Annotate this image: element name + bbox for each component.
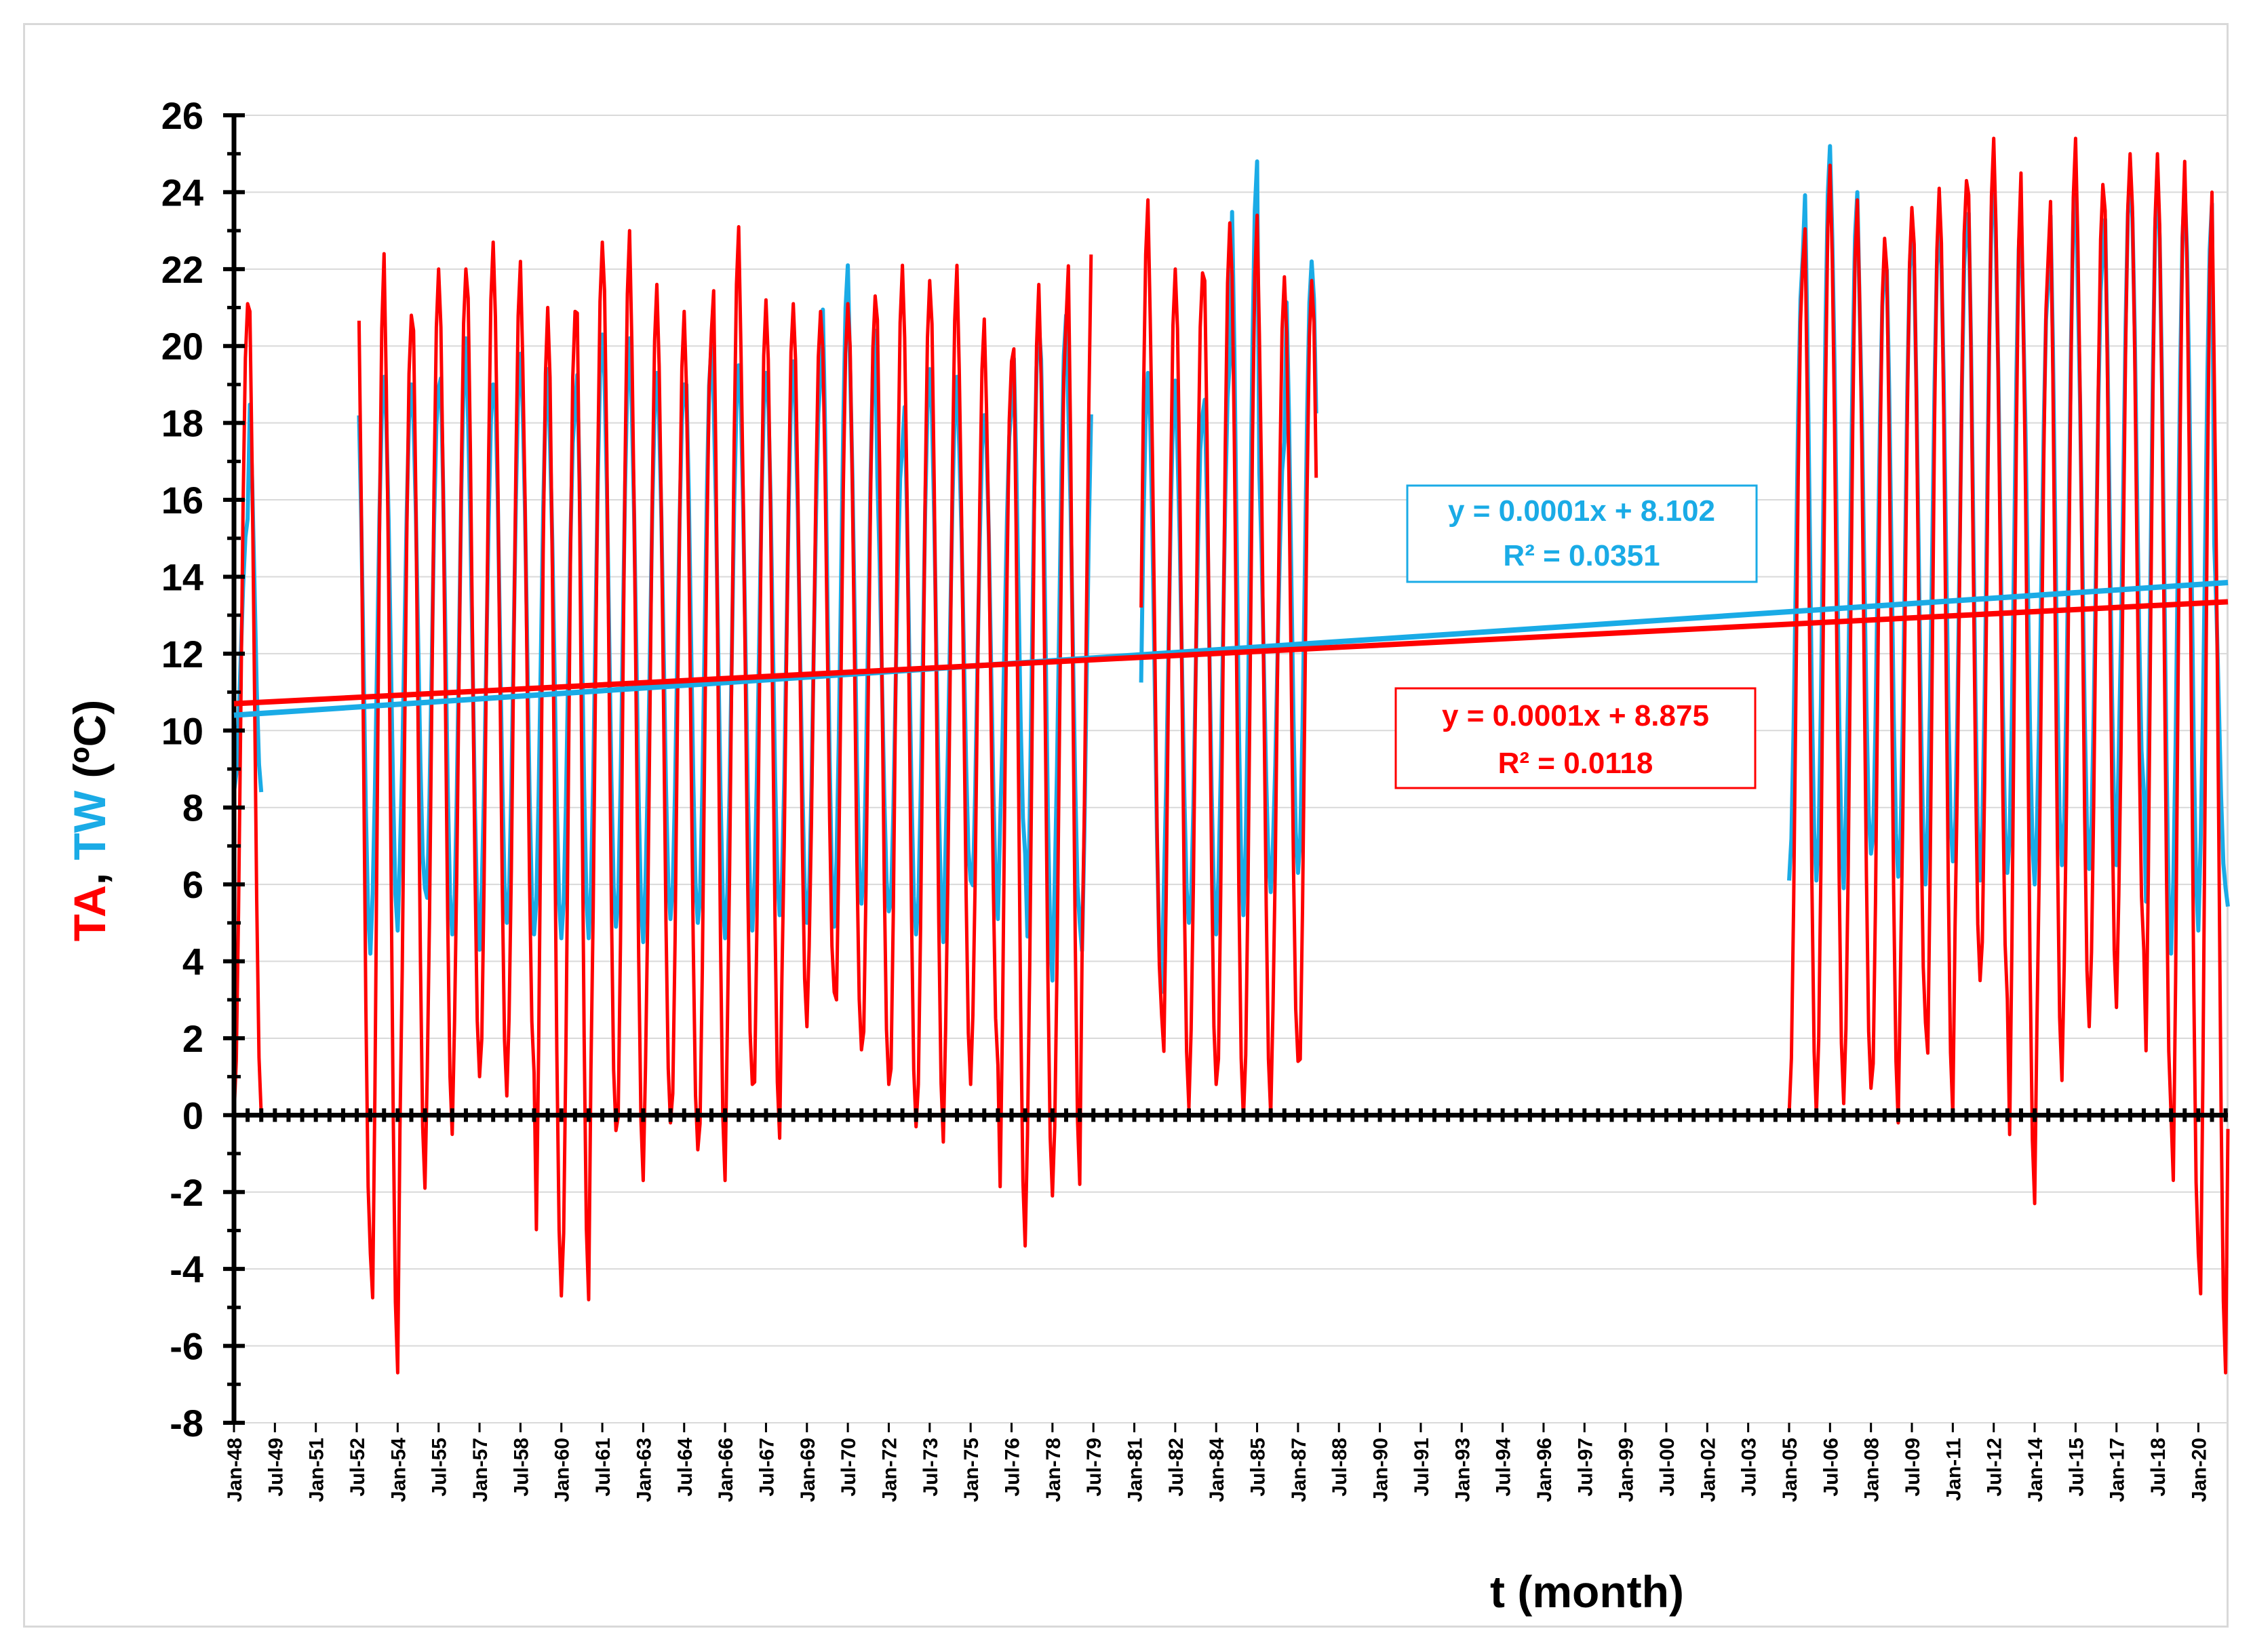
axes [223, 113, 2228, 1432]
x-tick-label: Jan-05 [1779, 1438, 1801, 1502]
x-tick-label: Jul-94 [1493, 1438, 1515, 1497]
y-tick-label: 22 [161, 248, 203, 291]
tw-r2: R² = 0.0351 [1503, 539, 1660, 572]
x-tick-label: Jan-08 [1861, 1438, 1883, 1502]
ta-r2: R² = 0.0118 [1498, 747, 1653, 780]
ta-line-segment [1787, 136, 2230, 1375]
x-tick-label: Jul-12 [1984, 1438, 2006, 1497]
x-tick-label: Jan-17 [2107, 1438, 2129, 1502]
y-tick-label: 10 [161, 709, 203, 752]
y-tick-label: 18 [161, 402, 203, 445]
x-tick-label: Jul-67 [756, 1438, 778, 1497]
series-ta [232, 136, 2230, 1375]
x-tick-label: Jan-93 [1451, 1438, 1474, 1502]
x-tick-label: Jul-49 [265, 1438, 287, 1497]
y-tick-label: 6 [182, 863, 203, 906]
x-tick-label: Jan-14 [2024, 1438, 2047, 1502]
x-tick-label: Jul-73 [920, 1438, 942, 1497]
y-tick-label: -8 [170, 1402, 203, 1444]
y-tick-label: 0 [182, 1094, 203, 1137]
x-axis-title: t (month) [1490, 1567, 1684, 1617]
x-tick-label: Jul-15 [2065, 1438, 2088, 1497]
ta-line-segment [1139, 198, 1318, 1121]
ta-line-segment [232, 302, 263, 1116]
x-tick-label: Jul-55 [429, 1438, 451, 1497]
tw-equation-box [1406, 484, 1758, 583]
x-tick-label: Jan-78 [1042, 1438, 1065, 1502]
x-tick-label: Jan-72 [878, 1438, 901, 1502]
x-tick-label: Jul-70 [838, 1438, 860, 1497]
x-tick-label: Jul-52 [347, 1438, 369, 1497]
y-tick-label: 8 [182, 787, 203, 829]
trendline-tw [233, 579, 2229, 718]
tw-line-segment [232, 402, 264, 793]
x-tick-label: Jan-48 [224, 1438, 246, 1502]
x-tick-label: Jan-54 [387, 1438, 410, 1502]
y-axis-title-unit: (ºC) [64, 700, 115, 791]
x-tick-label: Jul-18 [2147, 1438, 2170, 1497]
y-tick-label: 12 [161, 633, 203, 675]
y-axis-title-tw: TW [64, 790, 115, 860]
y-tick-label: 26 [161, 94, 203, 137]
x-tick-label: Jan-51 [306, 1438, 328, 1502]
x-tick-label: Jul-06 [1820, 1438, 1842, 1497]
y-axis-title-sep: , [64, 860, 115, 885]
x-tick-label: Jan-66 [715, 1438, 737, 1502]
y-tick-label: 16 [161, 479, 203, 522]
x-tick-label: Jan-60 [551, 1438, 574, 1502]
x-tick-label: Jan-20 [2188, 1438, 2210, 1502]
x-tick-label: Jan-81 [1124, 1438, 1147, 1502]
x-tick-label: Jul-85 [1247, 1438, 1270, 1497]
x-tick-label: Jan-63 [633, 1438, 655, 1502]
y-tick-label: 14 [161, 555, 203, 598]
trendlines [233, 579, 2229, 718]
y-tick-label: 20 [161, 325, 203, 368]
x-tick-label: Jan-11 [1942, 1438, 1965, 1501]
x-tick-label: Jul-03 [1738, 1438, 1761, 1497]
x-tick-label: Jul-97 [1574, 1438, 1596, 1497]
x-tick-label: Jan-90 [1370, 1438, 1392, 1502]
x-tick-labels: Jan-48 Jul-49 Jan-51 Jul-52 Jan-54 Jul-55 Jan-… [224, 1438, 2210, 1502]
x-tick-label: Jan-02 [1697, 1438, 1719, 1502]
trendline-ta [233, 599, 2229, 707]
y-tick-label: -6 [170, 1325, 203, 1368]
x-tick-label: Jul-09 [1902, 1438, 1924, 1497]
y-axis-title-ta: TA [64, 885, 115, 941]
x-tick-label: Jul-58 [510, 1438, 532, 1497]
x-tick-label: Jan-75 [960, 1438, 983, 1502]
x-tick-label: Jan-87 [1288, 1438, 1310, 1502]
y-tick-label: 4 [182, 941, 203, 983]
x-tick-label: Jul-88 [1329, 1438, 1351, 1497]
x-tick-label: Jan-57 [469, 1438, 492, 1502]
y-axis-title: TA, TW (ºC) [64, 700, 115, 941]
x-tick-label: Jan-69 [797, 1438, 819, 1502]
x-tick-label: Jan-84 [1206, 1438, 1228, 1502]
y-tick-label: 2 [182, 1017, 203, 1060]
x-tick-label: Jul-91 [1411, 1438, 1433, 1497]
x-tick-label: Jul-00 [1656, 1438, 1679, 1497]
x-tick-label: Jan-99 [1615, 1438, 1638, 1502]
x-tick-label: Jul-64 [674, 1438, 697, 1497]
ta-line-segment [357, 224, 1093, 1375]
x-tick-label: Jan-96 [1533, 1438, 1556, 1502]
x-tick-label: Jul-76 [1001, 1438, 1023, 1497]
tw-line-segment [357, 263, 1093, 983]
x-tick-label: Jul-61 [592, 1438, 614, 1497]
ta-equation: y = 0.0001x + 8.875 [1442, 699, 1709, 732]
x-tick-label: Jul-82 [1165, 1438, 1188, 1497]
y-tick-label: -4 [170, 1248, 203, 1291]
y-tick-label: -2 [170, 1171, 203, 1214]
y-tick-label: 24 [161, 171, 203, 214]
tw-equation: y = 0.0001x + 8.102 [1448, 494, 1715, 528]
x-tick-label: Jul-79 [1083, 1438, 1105, 1497]
ta-equation-box [1394, 687, 1757, 789]
